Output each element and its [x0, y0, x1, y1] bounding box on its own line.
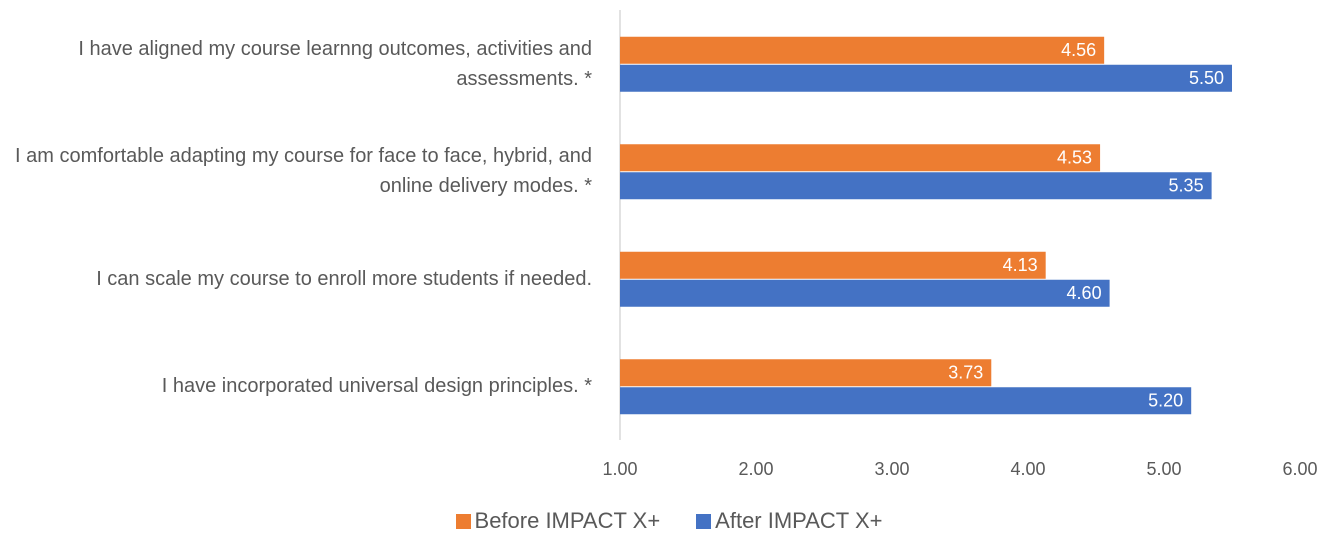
legend-label: After IMPACT X+ [715, 508, 883, 533]
data-label: 5.20 [1148, 391, 1183, 411]
bar [620, 279, 1110, 307]
bar [620, 251, 1046, 279]
x-tick-label: 5.00 [1146, 459, 1181, 479]
category-label: I am comfortable adapting my course for … [15, 145, 592, 198]
data-label: 3.73 [948, 363, 983, 383]
data-label: 4.13 [1003, 255, 1038, 275]
data-label: 5.50 [1189, 68, 1224, 88]
category-label: I have aligned my course learnng outcome… [78, 37, 592, 90]
category-label: I can scale my course to enroll more stu… [96, 267, 592, 290]
legend-item: After IMPACT X+ [696, 508, 882, 534]
bar [620, 144, 1101, 172]
data-label: 5.35 [1169, 176, 1204, 196]
data-label: 4.53 [1057, 148, 1092, 168]
legend-swatch [696, 513, 712, 529]
x-tick-label: 1.00 [602, 459, 637, 479]
legend-item: Before IMPACT X+ [455, 508, 661, 534]
x-tick-label: 2.00 [738, 459, 773, 479]
x-tick-label: 3.00 [874, 459, 909, 479]
legend-swatch [455, 513, 471, 529]
category-label: I have incorporated universal design pri… [161, 375, 592, 398]
data-label: 4.60 [1067, 283, 1102, 303]
bar [620, 36, 1105, 64]
x-tick-label: 6.00 [1282, 459, 1317, 479]
bar [620, 172, 1212, 200]
x-tick-label: 4.00 [1010, 459, 1045, 479]
data-label: 4.56 [1061, 40, 1096, 60]
bar [620, 359, 992, 387]
bar [620, 64, 1232, 92]
legend: Before IMPACT X+ After IMPACT X+ [0, 508, 1338, 534]
legend-label: Before IMPACT X+ [474, 508, 661, 533]
bar [620, 387, 1192, 415]
